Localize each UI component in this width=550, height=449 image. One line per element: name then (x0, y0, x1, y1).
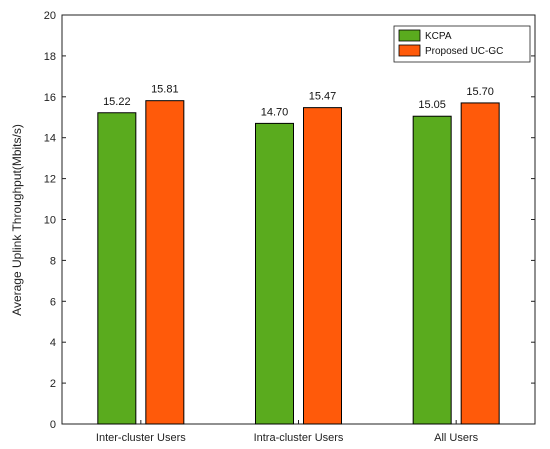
y-tick-label: 14 (44, 133, 56, 145)
legend-swatch-proposed-uc-gc (398, 44, 421, 57)
legend-label-proposed-uc-gc: Proposed UC-GC (425, 46, 503, 57)
x-tick-label: Intra-cluster Users (254, 432, 344, 444)
bar-value-label: 15.47 (309, 91, 337, 103)
bar-value-label: 15.70 (466, 86, 494, 98)
bar-series (97, 100, 500, 425)
bar-proposed-uc-gc-1 (145, 100, 185, 425)
y-tick-label: 6 (50, 296, 56, 308)
bar-proposed-uc-gc-2 (303, 107, 342, 425)
y-tick-label: 8 (50, 255, 56, 267)
y-tick-label: 4 (50, 337, 56, 349)
bar-kcpa-1 (97, 112, 137, 425)
y-axis-label: Average Uplink Throughput(Mbits/s) (10, 124, 24, 316)
bar-kcpa-2 (255, 122, 294, 425)
y-tick-label: 18 (44, 51, 56, 63)
legend-swatch-kcpa (398, 29, 421, 42)
bar-value-label: 15.81 (151, 84, 179, 96)
plot-area (61, 14, 536, 425)
y-axis-ticks: 0 2 4 6 8 10 12 14 16 18 20 (44, 10, 535, 431)
x-tick-label: Inter-cluster Users (96, 432, 186, 444)
y-tick-label: 16 (44, 92, 56, 104)
y-tick-label: 20 (44, 10, 56, 22)
y-tick-label: 12 (44, 174, 56, 186)
bar-proposed-uc-gc-3 (460, 102, 500, 425)
data-labels: 15.22 15.81 14.70 15.47 15.05 15.70 (103, 84, 494, 119)
bar-kcpa-3 (412, 115, 452, 425)
legend: KCPA Proposed UC-GC (393, 25, 531, 63)
y-tick-label: 2 (50, 378, 56, 390)
y-tick-label: 0 (50, 419, 56, 431)
bar-value-label: 15.05 (418, 99, 446, 111)
y-tick-label: 10 (44, 215, 56, 227)
legend-label-kcpa: KCPA (425, 31, 452, 42)
bar-value-label: 14.70 (261, 106, 289, 118)
x-tick-label: All Users (434, 432, 479, 444)
bar-value-label: 15.22 (103, 96, 131, 108)
x-axis-ticks: Inter-cluster Users Intra-cluster Users Al… (96, 420, 479, 444)
